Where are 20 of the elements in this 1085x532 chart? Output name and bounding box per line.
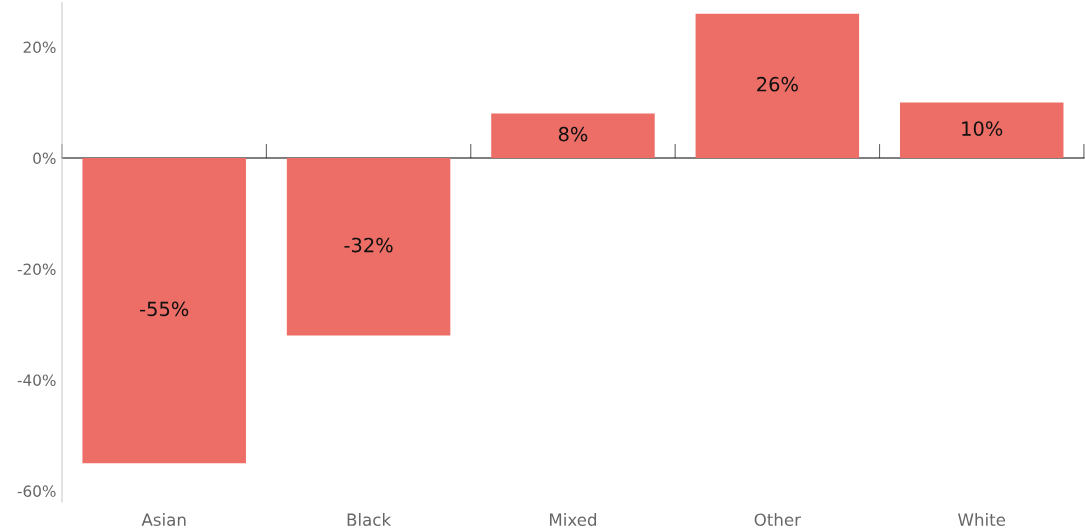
bar	[82, 158, 246, 464]
bar	[695, 13, 860, 159]
x-tick-label: Mixed	[550, 513, 597, 527]
y-tick-label: -40%	[17, 374, 56, 386]
y-tick-label: -60%	[17, 485, 56, 497]
x-tick-label: Asian	[141, 513, 186, 527]
bar	[899, 102, 1064, 159]
data-label: 26%	[757, 76, 798, 92]
x-tick-label: White	[958, 513, 1006, 527]
y-tick-label: -20%	[17, 263, 56, 275]
bar	[286, 158, 451, 336]
data-label: -55%	[140, 301, 189, 317]
x-tick-label: Black	[347, 513, 392, 527]
y-tick-label: 20%	[23, 41, 56, 54]
y-tick-label: 0%	[33, 152, 56, 165]
x-tick-label: Other	[754, 513, 801, 527]
data-label: 10%	[962, 121, 1003, 136]
data-label: 8%	[558, 126, 588, 142]
bar	[491, 113, 655, 159]
data-label: -32%	[344, 237, 393, 253]
